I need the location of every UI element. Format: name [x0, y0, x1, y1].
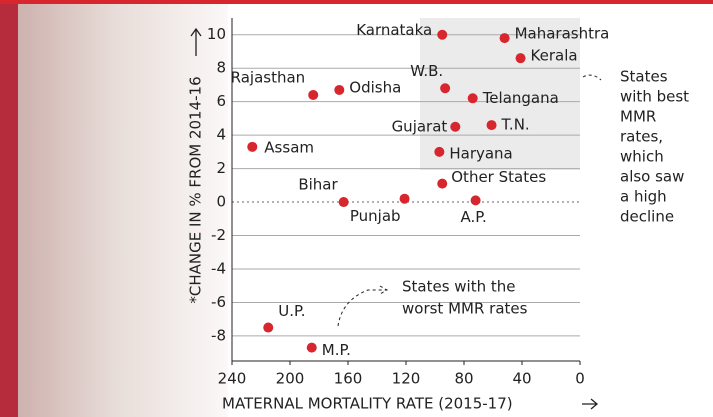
point-label: Karnataka — [356, 21, 432, 39]
x-tick-label: 40 — [512, 370, 531, 388]
point-label: U.P. — [278, 302, 305, 320]
point — [516, 53, 526, 63]
point-label: M.P. — [322, 341, 351, 359]
point-label: Punjab — [350, 207, 401, 225]
annotation-arrow — [338, 286, 387, 326]
point-label: Kerala — [531, 47, 578, 65]
x-tick-label: 160 — [334, 370, 363, 388]
point — [487, 120, 497, 130]
y-tick-label: 6 — [216, 92, 226, 110]
point-label: Gujarat — [392, 117, 448, 135]
y-tick-label: 4 — [216, 126, 226, 144]
point — [263, 323, 273, 333]
point — [434, 147, 444, 157]
point — [437, 30, 447, 40]
x-tick-label: 240 — [218, 370, 247, 388]
point-label: Haryana — [449, 144, 512, 162]
annotation: decline — [620, 208, 674, 226]
annotation: a high — [620, 188, 667, 206]
x-arrow — [582, 399, 597, 409]
point — [437, 179, 447, 189]
point — [468, 93, 478, 103]
point — [308, 90, 318, 100]
point — [440, 83, 450, 93]
point-label: Bihar — [298, 176, 338, 194]
annotation: worst MMR rates — [402, 300, 528, 318]
x-tick-label: 0 — [575, 370, 585, 388]
annotation: States with the — [402, 278, 516, 296]
photo-strip — [0, 4, 18, 417]
point — [339, 197, 349, 207]
annotation: also saw — [620, 168, 684, 186]
annotation: States — [620, 68, 668, 86]
annotation: with best — [620, 88, 689, 106]
point — [450, 122, 460, 132]
point — [247, 142, 257, 152]
x-tick-label: 120 — [392, 370, 421, 388]
point — [400, 194, 410, 204]
point-label: Other States — [451, 168, 546, 186]
point-label: T.N. — [501, 116, 530, 134]
point-label: Telangana — [482, 89, 559, 107]
chart: *CHANGE IN % FROM 2014-16 MATERNAL MORTA… — [0, 0, 713, 417]
x-tick-label: 80 — [454, 370, 473, 388]
x-tick-label: 200 — [276, 370, 305, 388]
point — [471, 195, 481, 205]
point — [500, 33, 510, 43]
y-tick-label: 2 — [216, 159, 226, 177]
annotation: MMR — [620, 108, 656, 126]
y-tick-label: 8 — [216, 59, 226, 77]
y-tick-label: 10 — [207, 25, 226, 43]
point-label: Rajasthan — [231, 68, 306, 86]
y-tick-label: -6 — [211, 293, 226, 311]
y-tick-label: -2 — [211, 226, 226, 244]
y-tick-label: 0 — [216, 193, 226, 211]
point-label: Maharashtra — [515, 25, 610, 43]
annotation-arrow — [583, 75, 601, 80]
annotation: rates, — [620, 128, 663, 146]
top-rule — [0, 0, 713, 4]
point — [307, 343, 317, 353]
annotation: which — [620, 148, 664, 166]
y-axis-label: *CHANGE IN % FROM 2014-16 — [187, 76, 205, 303]
y-tick-label: -4 — [211, 259, 226, 277]
point-label: Odisha — [349, 78, 401, 96]
point — [334, 85, 344, 95]
point-label: W.B. — [410, 62, 443, 80]
y-tick-label: -8 — [211, 326, 226, 344]
point-label: Assam — [264, 138, 314, 156]
x-axis-label: MATERNAL MORTALITY RATE (2015-17) — [222, 395, 513, 413]
point-label: A.P. — [460, 208, 486, 226]
